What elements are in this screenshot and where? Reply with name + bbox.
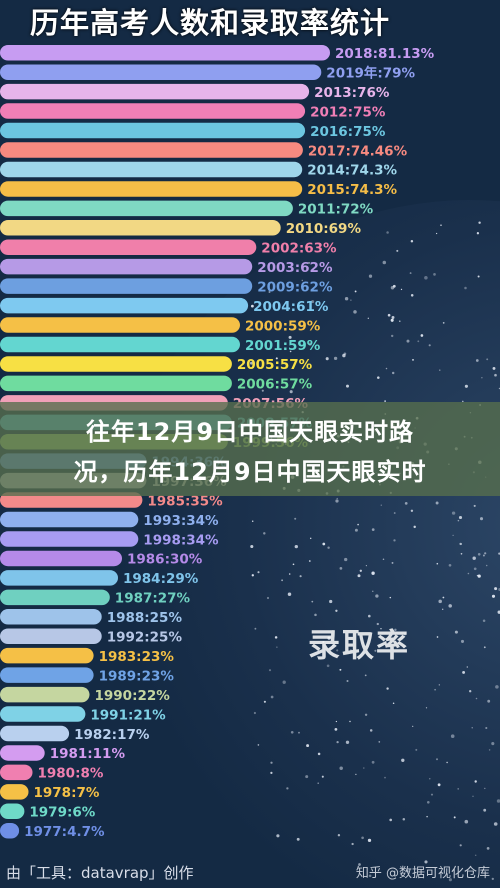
- bar-35: [0, 725, 70, 742]
- bar-14: [0, 317, 240, 333]
- bar-24: [0, 511, 139, 528]
- bar-label-12: 2009:62%: [257, 279, 333, 295]
- bar-label-25: 1998:34%: [143, 532, 219, 548]
- overlay-line-1: 往年12月9日中国天眼实时路: [85, 418, 415, 446]
- bar-13: [0, 297, 249, 314]
- bar-label-26: 1986:30%: [127, 552, 203, 568]
- bar-16: [0, 356, 232, 372]
- credit-text: 由「工具：datavrap」创作: [6, 864, 194, 882]
- bar-15: [0, 336, 240, 353]
- bar-39: [0, 803, 25, 819]
- source-text: 知乎 @数据可视化仓库: [355, 866, 490, 881]
- bar-1: [0, 64, 322, 80]
- bar-label-10: 2002:63%: [261, 241, 337, 257]
- bar-label-34: 1991:21%: [90, 707, 166, 723]
- bar-27: [0, 570, 118, 586]
- bar-25: [0, 531, 139, 547]
- bar-28: [0, 589, 110, 606]
- bar-label-5: 2017:74.46%: [308, 143, 408, 159]
- bar-label-40: 1977:4.7%: [24, 824, 105, 840]
- bar-label-0: 2018:81.13%: [335, 46, 435, 62]
- bar-6: [0, 161, 303, 178]
- bar-label-9: 2010:69%: [286, 221, 362, 237]
- bar-series: 2018:81.13% 2019年:79% 2013:76% 2012:75% 2016…: [0, 45, 435, 840]
- bar-label-14: 2000:59%: [245, 318, 321, 334]
- bar-32: [0, 667, 94, 683]
- bar-label-4: 2016:75%: [310, 124, 386, 140]
- bar-label-36: 1981:11%: [50, 746, 126, 762]
- bar-label-29: 1988:25%: [107, 610, 183, 626]
- bar-label-23: 1985:35%: [147, 493, 223, 509]
- chart-title: 历年高考人数和录取率统计: [30, 6, 391, 40]
- bar-label-6: 2014:74.3%: [307, 163, 397, 179]
- bar-label-28: 1987:27%: [115, 591, 191, 607]
- bar-label-11: 2003:62%: [257, 260, 333, 276]
- bar-9: [0, 220, 281, 236]
- bar-label-39: 1979:6%: [29, 805, 95, 821]
- bar-label-38: 1978:7%: [34, 785, 100, 801]
- bar-12: [0, 278, 253, 294]
- bar-label-27: 1984:29%: [123, 571, 199, 587]
- overlay-line-2: 况，历年12月9日中国天眼实时: [73, 458, 427, 486]
- bar-29: [0, 609, 102, 625]
- bar-3: [0, 103, 306, 119]
- bar-label-8: 2011:72%: [298, 202, 374, 218]
- bar-label-7: 2015:74.3%: [307, 182, 397, 198]
- globe-shape: [110, 200, 500, 888]
- bar-23: [0, 492, 143, 508]
- bar-37: [0, 764, 33, 781]
- bar-30: [0, 628, 102, 644]
- bar-label-30: 1992:25%: [107, 630, 183, 646]
- bar-33: [0, 686, 90, 703]
- bar-17: [0, 375, 232, 392]
- bar-0: [0, 45, 330, 61]
- bar-label-3: 2012:75%: [310, 104, 386, 120]
- bar-26: [0, 550, 122, 567]
- bar-label-1: 2019年:79%: [326, 65, 415, 82]
- bar-label-16: 2005:57%: [237, 357, 313, 373]
- bar-36: [0, 745, 45, 761]
- bar-label-17: 2006:57%: [237, 377, 313, 393]
- bar-label-35: 1982:17%: [74, 727, 150, 743]
- bar-7: [0, 181, 303, 197]
- bar-label-2: 2013:76%: [314, 85, 390, 101]
- bar-label-37: 1980:8%: [38, 766, 104, 782]
- bar-31: [0, 647, 94, 664]
- bar-8: [0, 200, 293, 217]
- watermark-text: 录取率: [308, 626, 411, 664]
- bar-4: [0, 122, 306, 139]
- bar-34: [0, 706, 86, 722]
- bar-5: [0, 142, 303, 158]
- bar-label-31: 1983:23%: [99, 649, 175, 665]
- bar-label-13: 2004:61%: [253, 299, 329, 315]
- bar-40: [0, 823, 20, 839]
- bar-label-24: 1993:34%: [143, 513, 219, 529]
- bar-label-33: 1990:22%: [95, 688, 171, 704]
- bar-label-15: 2001:59%: [245, 338, 321, 354]
- article-title-overlay: 往年12月9日中国天眼实时路 况，历年12月9日中国天眼实时: [0, 402, 500, 496]
- bar-10: [0, 239, 257, 255]
- bar-38: [0, 784, 29, 800]
- bar-2: [0, 83, 310, 100]
- bar-11: [0, 258, 253, 275]
- bar-label-32: 1989:23%: [99, 668, 175, 684]
